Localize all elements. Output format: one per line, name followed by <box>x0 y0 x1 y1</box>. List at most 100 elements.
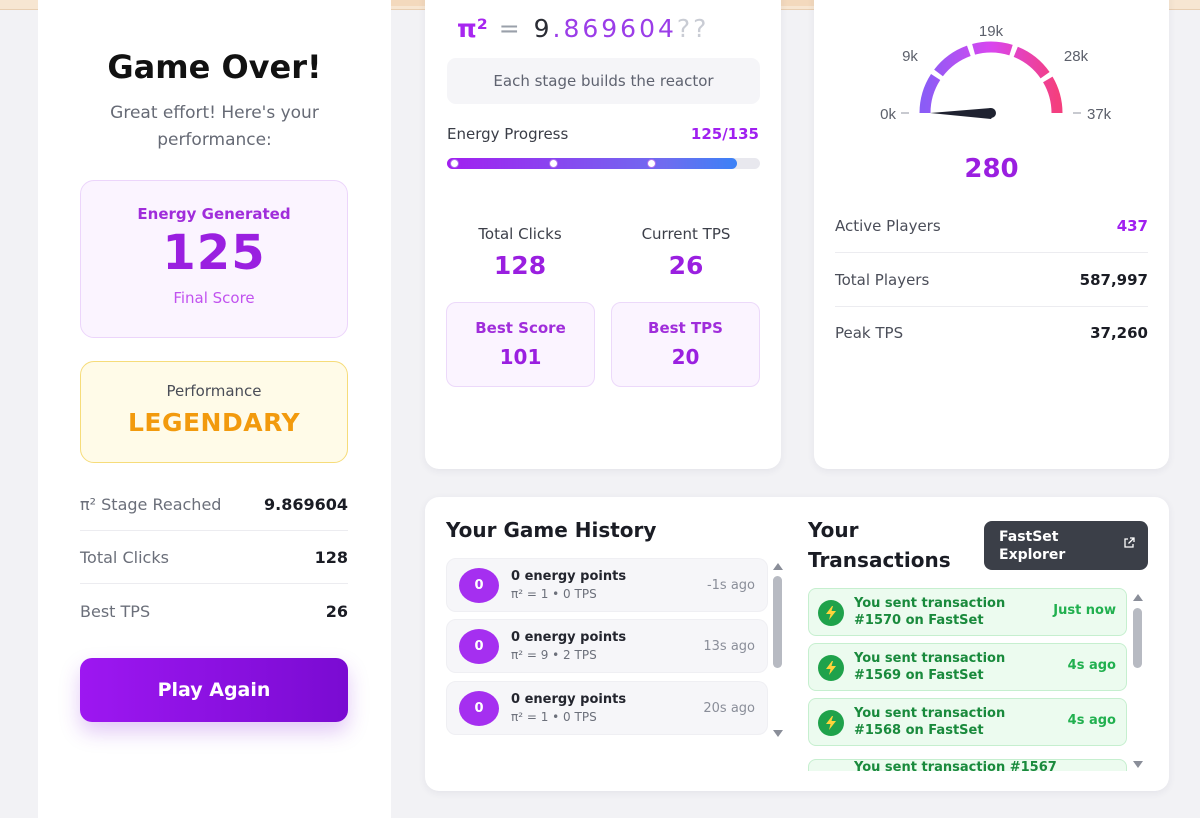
transaction-item[interactable]: You sent transaction #1569 on FastSet 4s… <box>808 643 1127 691</box>
row-label: Total Players <box>835 270 930 289</box>
transaction-text: You sent transaction #1569 on FastSet <box>854 650 1039 684</box>
gauge-arc <box>919 41 1063 114</box>
transaction-time: Just now <box>1053 603 1116 618</box>
reactor-panel: π² = 9.869604?? Each stage builds the re… <box>425 0 781 469</box>
game-over-panel: Game Over! Great effort! Here's your per… <box>38 0 391 818</box>
transaction-time: 4s ago <box>1067 658 1116 673</box>
external-link-icon <box>1124 537 1135 548</box>
history-time: -1s ago <box>706 578 755 593</box>
transactions-scrollbar[interactable] <box>1132 594 1143 768</box>
gauge-tick-label: 28k <box>1064 48 1089 65</box>
tps-gauge: 0k 9k 19k 28k 37k <box>880 23 1112 123</box>
transactions-title: Your Transactions <box>808 515 951 575</box>
history-points: 0 energy points <box>511 569 627 584</box>
stat-label: π² Stage Reached <box>80 495 222 514</box>
best-score-label: Best Score <box>475 319 566 337</box>
game-over-subtitle: Great effort! Here's your performance: <box>110 103 319 150</box>
best-tps-label: Best TPS <box>648 319 723 337</box>
transaction-text: You sent transaction #1567 <box>854 759 1114 771</box>
transaction-item[interactable]: You sent transaction #1568 on FastSet 4s… <box>808 698 1127 746</box>
stage-marker <box>549 159 558 168</box>
stage-note: Each stage builds the reactor <box>447 58 760 104</box>
transaction-line1: You sent transaction <box>854 651 1006 666</box>
history-item[interactable]: 0 0 energy points π² = 9 • 2 TPS 13s ago <box>446 619 768 673</box>
history-detail: π² = 1 • 0 TPS <box>511 710 597 724</box>
gauge-hub <box>986 108 996 118</box>
active-players-row: Active Players 437 <box>835 199 1148 253</box>
history-detail: π² = 1 • 0 TPS <box>511 587 597 601</box>
transaction-line1: You sent transaction #1567 <box>854 760 1057 771</box>
row-value: 37,260 <box>1090 324 1148 342</box>
pi-integer-digit: 9 <box>533 14 553 43</box>
stat-row-stage: π² Stage Reached 9.869604 <box>80 479 348 531</box>
energy-generated-label: Energy Generated <box>137 205 291 223</box>
explorer-label-line2: Explorer <box>999 547 1066 563</box>
performance-rating: LEGENDARY <box>127 408 301 437</box>
gauge-tick-label: 37k <box>1087 106 1112 123</box>
transaction-line1: You sent transaction <box>854 706 1006 721</box>
scroll-down-arrow[interactable] <box>773 730 783 737</box>
energy-progress-label: Energy Progress <box>447 125 569 143</box>
transaction-item[interactable]: You sent transaction #1567 <box>808 759 1127 771</box>
current-tps-stat: Current TPS 26 <box>611 225 761 280</box>
pi-stage-display: π² = 9.869604?? <box>457 14 709 43</box>
game-history-title: Your Game History <box>446 518 657 542</box>
lightning-icon <box>818 710 844 736</box>
scroll-down-arrow[interactable] <box>1133 761 1143 768</box>
history-badge: 0 <box>459 568 499 603</box>
total-clicks-label: Total Clicks <box>478 225 562 243</box>
row-value: 587,997 <box>1079 270 1148 289</box>
explorer-label-line1: FastSet <box>999 529 1059 545</box>
stat-label: Best TPS <box>80 601 151 621</box>
energy-generated-box: Energy Generated 125 Final Score <box>80 180 348 338</box>
stat-value: 9.869604 <box>263 495 348 514</box>
transaction-text: You sent transaction #1570 on FastSet <box>854 595 1039 629</box>
scroll-up-arrow[interactable] <box>1133 594 1143 601</box>
best-score-value: 101 <box>499 345 542 369</box>
stat-value: 128 <box>314 548 348 567</box>
play-again-button[interactable]: Play Again <box>80 658 348 722</box>
stat-value: 26 <box>325 601 348 621</box>
transaction-text: You sent transaction #1568 on FastSet <box>854 705 1039 739</box>
transaction-line2: #1569 on FastSet <box>854 668 984 683</box>
pi-squared-symbol: π² <box>457 14 488 43</box>
row-label: Peak TPS <box>835 324 904 342</box>
lightning-icon <box>818 600 844 626</box>
energy-progress-fill <box>447 158 737 169</box>
history-detail: π² = 9 • 2 TPS <box>511 648 597 662</box>
stat-row-total-clicks: Total Clicks 128 <box>80 532 348 584</box>
row-value: 437 <box>1116 216 1148 235</box>
gauge-tick-label: 0k <box>880 106 896 123</box>
history-scrollbar[interactable] <box>772 563 783 737</box>
pi-equals: = <box>498 14 523 43</box>
history-badge: 0 <box>459 629 499 664</box>
gauge-tick-label: 19k <box>979 23 1004 40</box>
stat-row-best-tps: Best TPS 26 <box>80 585 348 637</box>
gauge-value: 280 <box>964 154 1019 184</box>
history-item[interactable]: 0 0 energy points π² = 1 • 0 TPS -1s ago <box>446 558 768 612</box>
pi-decimal-digits: .869604 <box>552 14 677 43</box>
scroll-thumb[interactable] <box>1133 608 1142 668</box>
history-item[interactable]: 0 0 energy points π² = 1 • 0 TPS 20s ago <box>446 681 768 735</box>
fastset-explorer-label: FastSet Explorer <box>999 528 1065 564</box>
scroll-thumb[interactable] <box>773 576 782 668</box>
history-time: 20s ago <box>703 701 755 716</box>
scroll-up-arrow[interactable] <box>773 563 783 570</box>
transactions-title-line2: Transactions <box>808 548 951 572</box>
performance-box: Performance LEGENDARY <box>80 361 348 463</box>
transaction-line2: #1570 on FastSet <box>854 613 984 628</box>
network-panel: 0k 9k 19k 28k 37k 280 Active Players 437… <box>814 0 1169 469</box>
history-badge: 0 <box>459 691 499 726</box>
transaction-item[interactable]: You sent transaction #1570 on FastSet Ju… <box>808 588 1127 636</box>
row-label: Active Players <box>835 216 941 235</box>
fastset-explorer-button[interactable]: FastSet Explorer <box>984 521 1148 570</box>
current-tps-value: 26 <box>668 251 704 280</box>
total-clicks-value: 128 <box>493 251 547 280</box>
transaction-line2: #1568 on FastSet <box>854 723 984 738</box>
stage-marker <box>647 159 656 168</box>
performance-label: Performance <box>166 382 262 400</box>
energy-progress-bar <box>447 158 760 169</box>
history-time: 13s ago <box>703 639 755 654</box>
energy-progress-value: 125/135 <box>690 125 759 143</box>
best-tps-box: Best TPS 20 <box>611 302 760 387</box>
